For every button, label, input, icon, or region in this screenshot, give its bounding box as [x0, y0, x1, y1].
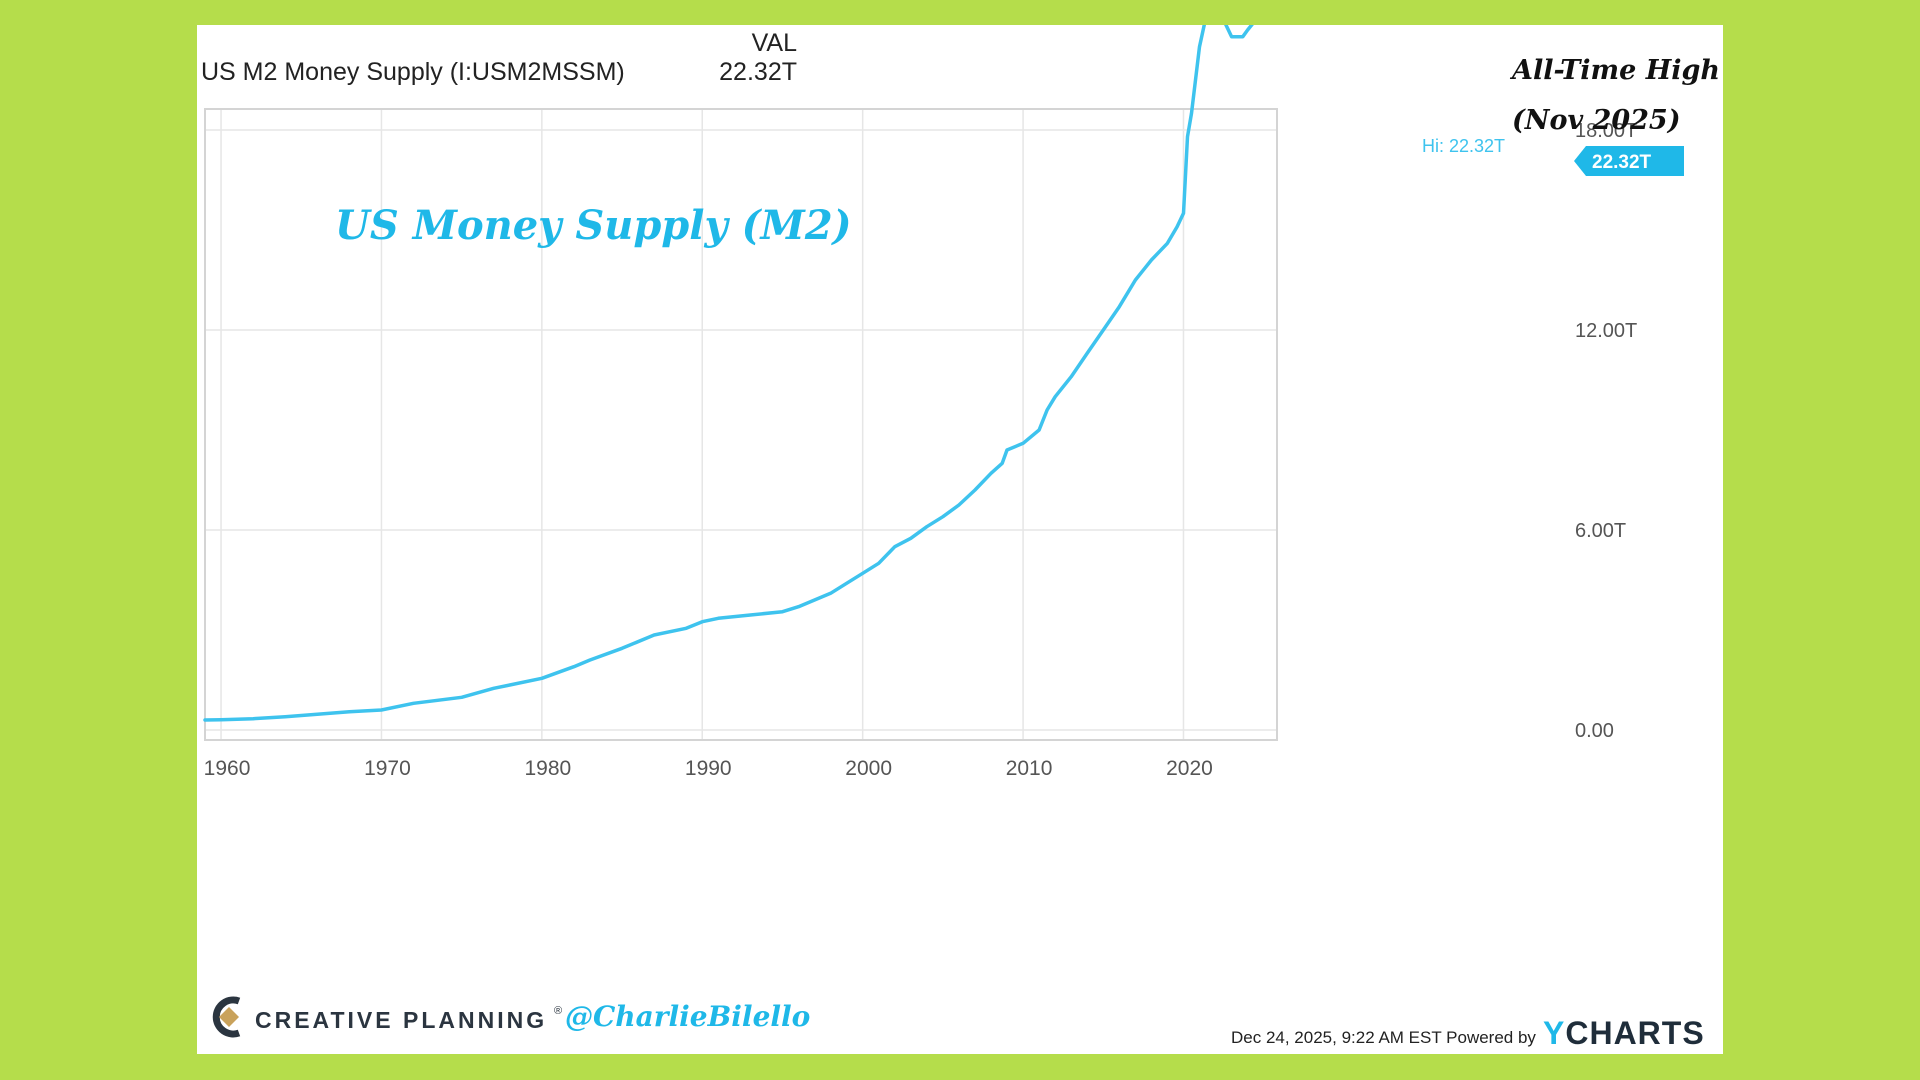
registered-mark: ®: [554, 1005, 563, 1017]
plot-frame: [204, 108, 1278, 741]
ycharts-logo[interactable]: YCHARTS: [1543, 1015, 1705, 1052]
x-tick-label-2020: 2020: [1166, 757, 1213, 780]
chart-card: 1960 1970 1980 1990 2000 2010 2020 0.00 6.00T 12.…: [197, 25, 1723, 1054]
series-line-m2: [203, 25, 1254, 722]
series-layer: [203, 25, 1254, 722]
y-tick-label-18: 18.00T: [1575, 120, 1637, 142]
axes: [204, 108, 1278, 741]
last-value-tag: 22.32T: [1574, 146, 1684, 176]
x-tick-label-1980: 1980: [524, 757, 571, 780]
legend-series-value: 22.32T: [719, 58, 797, 86]
ycharts-text: CHARTS: [1565, 1015, 1705, 1051]
legend-series-name[interactable]: US M2 Money Supply (I:USM2MSSM): [201, 58, 625, 86]
tick-labels: 1960 1970 1980 1990 2000 2010 2020 0.00 6.00T 12.…: [204, 120, 1638, 780]
annotation-all-time-high: All-Time High: [1512, 55, 1720, 86]
gridlines: [205, 109, 1277, 740]
y-tick-label-0: 0.00: [1575, 720, 1614, 742]
high-value-label: Hi: 22.32T: [1422, 136, 1506, 156]
author-handle[interactable]: @CharlieBilello: [565, 1000, 811, 1033]
y-tick-label-12: 12.00T: [1575, 320, 1637, 342]
x-tick-label-1960: 1960: [204, 757, 251, 780]
x-tick-label-2010: 2010: [1006, 757, 1053, 780]
creative-planning-logo-icon: [212, 996, 241, 1038]
overlay-chart-title: US Money Supply (M2): [335, 202, 852, 249]
annotation-date: (Nov 2025): [1512, 105, 1681, 136]
brand-name: CREATIVE PLANNING: [255, 1007, 548, 1033]
footer-timestamp: Dec 24, 2025, 9:22 AM EST Powered by: [1231, 1028, 1536, 1047]
y-tick-label-6: 6.00T: [1575, 520, 1626, 542]
last-value-text: 22.32T: [1592, 152, 1652, 173]
plot-area: 1960 1970 1980 1990 2000 2010 2020 0.00 6.00T 12.…: [203, 25, 1638, 780]
legend-column-header: VAL: [751, 29, 797, 57]
x-tick-label-2000: 2000: [845, 757, 892, 780]
x-tick-label-1970: 1970: [364, 757, 411, 780]
ycharts-y: Y: [1543, 1015, 1566, 1051]
x-tick-label-1990: 1990: [685, 757, 732, 780]
